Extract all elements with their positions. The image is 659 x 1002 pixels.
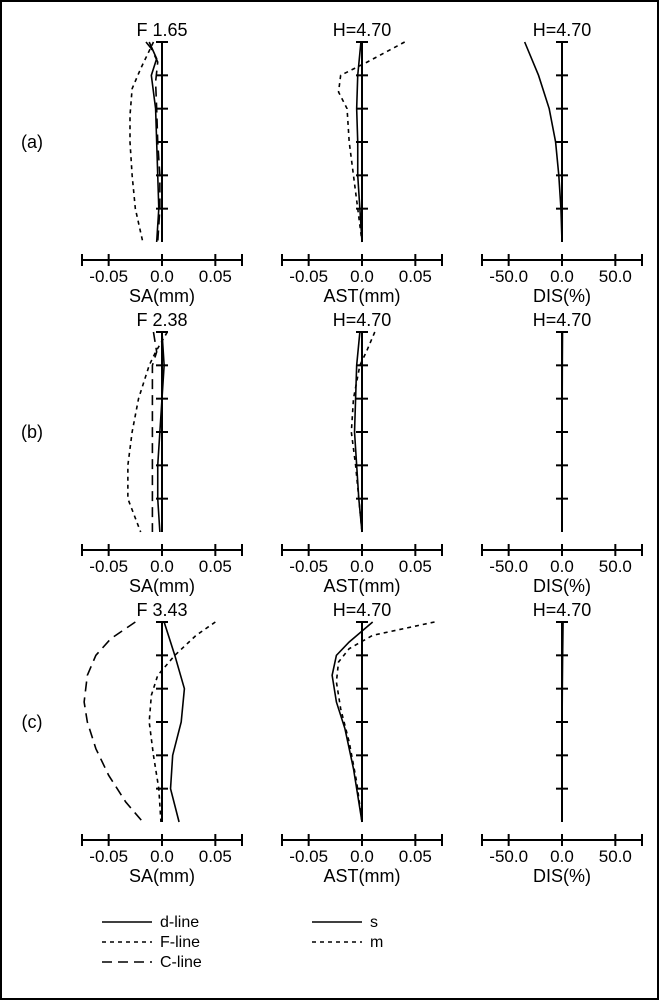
svg-text:-0.05: -0.05 — [289, 267, 328, 286]
svg-text:SA(mm): SA(mm) — [129, 286, 195, 306]
svg-text:(a): (a) — [21, 132, 43, 152]
svg-text:-50.0: -50.0 — [489, 847, 528, 866]
svg-text:0.0: 0.0 — [150, 557, 174, 576]
svg-text:(b): (b) — [21, 422, 43, 442]
svg-text:s: s — [370, 914, 378, 931]
svg-text:0.0: 0.0 — [550, 557, 574, 576]
svg-text:H=4.70: H=4.70 — [333, 20, 392, 40]
svg-text:0.0: 0.0 — [550, 847, 574, 866]
svg-text:SA(mm): SA(mm) — [129, 866, 195, 886]
svg-text:H=4.70: H=4.70 — [533, 20, 592, 40]
svg-text:0.0: 0.0 — [350, 847, 374, 866]
svg-text:H=4.70: H=4.70 — [333, 310, 392, 330]
svg-text:50.0: 50.0 — [599, 557, 632, 576]
svg-text:-50.0: -50.0 — [489, 267, 528, 286]
svg-text:SA(mm): SA(mm) — [129, 576, 195, 596]
svg-text:DIS(%): DIS(%) — [533, 576, 591, 596]
svg-text:m: m — [370, 934, 383, 951]
svg-text:d-line: d-line — [160, 914, 199, 931]
svg-text:0.05: 0.05 — [399, 557, 432, 576]
svg-text:0.0: 0.0 — [350, 267, 374, 286]
svg-text:-0.05: -0.05 — [89, 267, 128, 286]
svg-text:0.05: 0.05 — [399, 267, 432, 286]
figure-svg: (a)-0.050.00.05F 1.65SA(mm)-0.050.00.05H… — [2, 2, 659, 1002]
svg-text:DIS(%): DIS(%) — [533, 866, 591, 886]
svg-text:F 3.43: F 3.43 — [136, 600, 187, 620]
svg-text:-0.05: -0.05 — [89, 557, 128, 576]
svg-text:(c): (c) — [22, 712, 43, 732]
svg-text:0.05: 0.05 — [199, 847, 232, 866]
svg-text:-50.0: -50.0 — [489, 557, 528, 576]
svg-text:H=4.70: H=4.70 — [533, 600, 592, 620]
svg-text:0.05: 0.05 — [399, 847, 432, 866]
svg-text:-0.05: -0.05 — [289, 557, 328, 576]
svg-text:AST(mm): AST(mm) — [324, 576, 401, 596]
svg-text:H=4.70: H=4.70 — [533, 310, 592, 330]
svg-text:-0.05: -0.05 — [89, 847, 128, 866]
svg-text:F-line: F-line — [160, 934, 200, 951]
svg-text:H=4.70: H=4.70 — [333, 600, 392, 620]
svg-text:0.0: 0.0 — [550, 267, 574, 286]
svg-text:0.0: 0.0 — [350, 557, 374, 576]
svg-text:-0.05: -0.05 — [289, 847, 328, 866]
svg-text:DIS(%): DIS(%) — [533, 286, 591, 306]
svg-text:0.05: 0.05 — [199, 267, 232, 286]
svg-text:0.0: 0.0 — [150, 267, 174, 286]
figure-page: (a)-0.050.00.05F 1.65SA(mm)-0.050.00.05H… — [0, 0, 659, 1000]
svg-text:F 1.65: F 1.65 — [136, 20, 187, 40]
svg-text:0.0: 0.0 — [150, 847, 174, 866]
svg-text:50.0: 50.0 — [599, 847, 632, 866]
svg-text:0.05: 0.05 — [199, 557, 232, 576]
svg-text:F 2.38: F 2.38 — [136, 310, 187, 330]
svg-text:50.0: 50.0 — [599, 267, 632, 286]
svg-text:C-line: C-line — [160, 954, 202, 971]
svg-text:AST(mm): AST(mm) — [324, 286, 401, 306]
svg-text:AST(mm): AST(mm) — [324, 866, 401, 886]
